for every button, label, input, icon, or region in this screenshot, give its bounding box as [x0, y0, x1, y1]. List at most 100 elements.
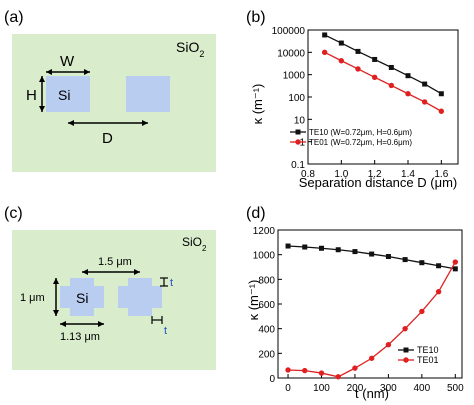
data-point	[452, 259, 459, 265]
data-point	[321, 49, 328, 56]
data-point	[322, 32, 328, 38]
x-tick-label: 100	[313, 383, 330, 394]
data-point	[369, 251, 375, 257]
pitch-arrow-head-right	[134, 269, 140, 275]
y-tick-label: 0	[269, 374, 275, 385]
data-point	[285, 243, 291, 249]
y-tick-label: 1	[299, 138, 305, 149]
data-point	[402, 257, 408, 263]
chart-b: (b) κ (m⁻¹) Separation distance D (μm) 0…	[246, 9, 459, 190]
data-point	[402, 325, 408, 332]
data-point	[352, 249, 358, 255]
d-arrow-head-left	[68, 120, 74, 126]
d-arrow-head-right	[142, 120, 148, 126]
chart-b-xlabel: Separation distance D (μm)	[299, 175, 458, 190]
data-point	[438, 108, 445, 114]
chart-d-ylabel: κ (m⁻¹)	[246, 280, 261, 321]
x-tick-label: 1.2	[368, 169, 382, 180]
data-point	[371, 74, 378, 81]
data-point	[355, 66, 361, 72]
legend-marker	[403, 357, 409, 363]
data-point	[338, 58, 345, 64]
y-tick-label: 10000	[277, 48, 305, 59]
data-point	[335, 247, 341, 253]
h-arrow-head-bottom	[39, 106, 45, 112]
panel-c: (c) SiO2 Si 1.5 μm 1 μm 1.13 μm t t	[4, 205, 216, 370]
data-point	[318, 370, 325, 376]
data-point	[405, 73, 411, 79]
panel-a-label: (a)	[4, 9, 24, 26]
data-point	[452, 266, 458, 272]
si-label-c: Si	[76, 290, 88, 306]
chart-d-xlabel: t (nm)	[355, 386, 389, 401]
data-point	[285, 367, 291, 373]
x-tick-label: 0.8	[301, 169, 315, 180]
legend-entry: TE10 (W=0.72μm, H=0.6μm)	[309, 128, 412, 137]
h-label: H	[26, 87, 37, 104]
x-tick-label: 1.6	[434, 169, 448, 180]
series-line-1	[287, 245, 456, 270]
t-label-vertical: t	[170, 277, 173, 289]
cladding-label: SiO2	[176, 39, 204, 59]
pitch-label: 1.5 μm	[98, 256, 132, 268]
data-point	[436, 263, 442, 269]
legend-entry: TE01 (W=0.72μm, H=0.6μm)	[309, 138, 412, 147]
si-label: Si	[58, 87, 70, 103]
data-point	[338, 40, 344, 46]
height-label: 1 μm	[20, 292, 45, 304]
w-label: W	[60, 53, 75, 70]
width-arrow-head-left	[60, 321, 66, 327]
height-arrow-head-bottom	[53, 310, 59, 316]
x-tick-label: 200	[347, 383, 364, 394]
y-tick-label: 600	[258, 300, 275, 311]
data-point	[388, 82, 395, 89]
data-point	[422, 81, 428, 87]
y-tick-label: 200	[258, 349, 275, 360]
y-tick-label: 100	[288, 93, 305, 104]
data-point	[421, 99, 428, 105]
panel-d-label: (d)	[246, 205, 266, 222]
panel-b-label: (b)	[246, 9, 266, 26]
chart-d: (d) κ (m⁻¹) t (nm) 020040060080010001200…	[246, 205, 464, 401]
h-arrow-head-top	[39, 76, 45, 82]
y-tick-label: 1000	[283, 71, 306, 82]
data-point	[385, 342, 392, 348]
pitch-arrow-head-left	[82, 269, 88, 275]
legend-entry: TE10	[417, 345, 439, 355]
data-point	[388, 64, 394, 70]
y-tick-label: 1000	[253, 251, 276, 262]
data-point	[419, 260, 425, 266]
y-tick-label: 0.1	[291, 160, 305, 171]
data-point	[335, 374, 341, 380]
panel-a: (a) SiO2 Si W H D	[4, 9, 216, 172]
height-arrow-head-top	[53, 278, 59, 284]
d-label: D	[102, 130, 113, 147]
legend-marker	[295, 139, 301, 145]
panel-c-label: (c)	[4, 205, 23, 222]
legend-marker	[295, 129, 301, 135]
width-arrow-head-right	[98, 321, 104, 327]
x-tick-label: 300	[380, 383, 397, 394]
si-core-right	[126, 76, 170, 112]
y-tick-label: 400	[258, 325, 275, 336]
data-point	[372, 56, 378, 62]
y-tick-label: 10	[294, 115, 306, 126]
data-point	[419, 308, 425, 315]
cladding-region-c	[12, 230, 216, 370]
data-point	[385, 254, 391, 260]
si-cross-right	[118, 278, 162, 316]
data-point	[435, 288, 442, 295]
x-tick-label: 500	[447, 383, 464, 394]
x-tick-label: 0	[285, 383, 291, 394]
t-label-horizontal: t	[164, 325, 167, 337]
y-tick-label: 100000	[272, 26, 306, 37]
width-label: 1.13 μm	[60, 331, 100, 343]
si-core-left	[46, 76, 90, 112]
data-point	[302, 367, 308, 374]
cladding-label-c: SiO2	[182, 235, 207, 253]
data-point	[368, 355, 375, 361]
legend-entry: TE01	[417, 355, 439, 365]
w-arrow-head-left	[46, 69, 52, 75]
chart-b-ylabel: κ (m⁻¹)	[250, 84, 265, 125]
